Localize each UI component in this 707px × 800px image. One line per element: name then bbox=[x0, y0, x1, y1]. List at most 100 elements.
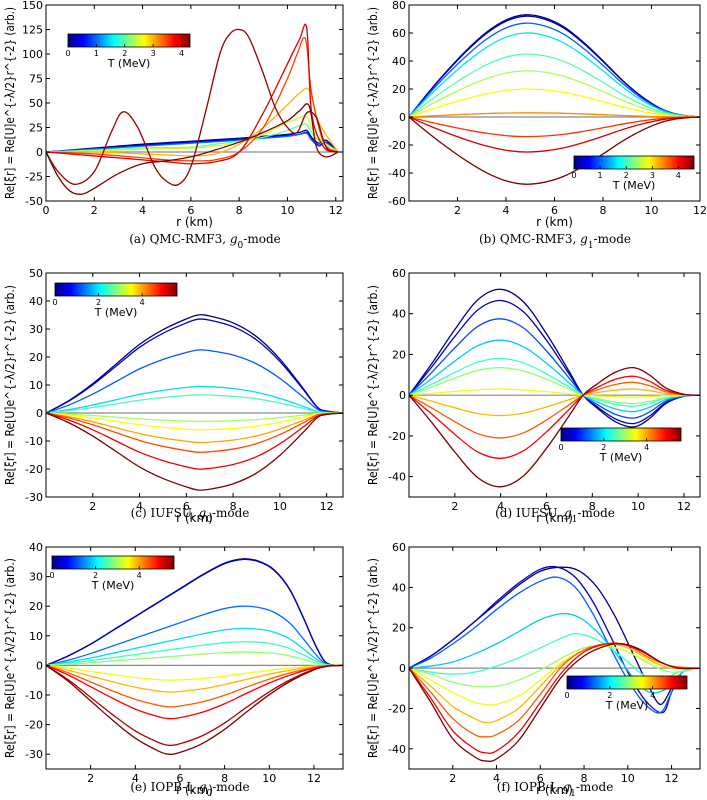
panel-e-xtick-label: 10 bbox=[262, 772, 276, 785]
panel-d-xtick-label: 2 bbox=[451, 500, 458, 513]
panel-f-caption-subscript: 1 bbox=[570, 789, 576, 799]
panel-e-xtick-label: 8 bbox=[221, 772, 228, 785]
panel-e-ytick-label: 10 bbox=[29, 630, 43, 643]
panel-b-xtick-label: 2 bbox=[454, 204, 461, 217]
panel-c-caption-suffix: -mode bbox=[212, 506, 249, 520]
panel-e-ytick-label: 40 bbox=[29, 541, 43, 554]
panel-d-colorbar-label: T (MeV) bbox=[599, 451, 643, 464]
panel-f-curves bbox=[409, 565, 700, 762]
panel-e-ytick-label: -20 bbox=[25, 719, 43, 732]
panel-c-colorbar-label: T (MeV) bbox=[94, 306, 138, 319]
panel-b-ytick-label: 20 bbox=[392, 83, 406, 96]
panel-c-caption-text: (c) IUFSU, bbox=[131, 506, 199, 520]
panel-e-colorbar-tick-label: 0 bbox=[49, 571, 54, 580]
panel-c-xtick-label: 10 bbox=[273, 500, 287, 513]
panel-d-xtick-label: 12 bbox=[677, 500, 691, 513]
panel-d-xtick-label: 6 bbox=[543, 500, 550, 513]
panel-b-ytick-label: 0 bbox=[399, 111, 406, 124]
panel-e-ytick-label: 20 bbox=[29, 600, 43, 613]
panel-b-xtick-label: 10 bbox=[645, 204, 659, 217]
panel-d-ylabel: Re[ξr] = Re[U]e^{-λ/2}r^{-2} (arb.) bbox=[366, 285, 380, 485]
panel-f-colorbar-tick-label: 4 bbox=[650, 691, 655, 700]
panel-c-colorbar-tick-label: 0 bbox=[52, 298, 57, 307]
panel-e-xtick-label: 6 bbox=[176, 772, 183, 785]
panel-d-series-T1.1 bbox=[409, 318, 700, 419]
panel-c-series-T5.6 bbox=[46, 412, 343, 491]
panel-f-series-T3.9 bbox=[409, 643, 700, 724]
panel-e-series-T3.9 bbox=[46, 664, 343, 693]
panel-e-xlabel: r (km) bbox=[176, 783, 213, 797]
panel-b-series-T0.3 bbox=[409, 15, 700, 118]
panel-f-ytick-label: -40 bbox=[388, 743, 406, 756]
panel-a-colorbar-tick-label: 4 bbox=[179, 49, 184, 58]
panel-f-caption-text: (f) IOPB-I, bbox=[497, 780, 563, 794]
panel-a-caption-text: (a) QMC-RMF3, bbox=[129, 232, 230, 246]
panel-d-colorbar-tick-label: 4 bbox=[644, 443, 649, 452]
panel-a-ytick-label: 75 bbox=[29, 73, 43, 86]
panel-c-series-T1.9 bbox=[46, 385, 343, 414]
panel-e-xtick-label: 2 bbox=[87, 772, 94, 785]
panel-a-colorbar-bar bbox=[67, 33, 191, 48]
panel-b-colorbar-label: T (MeV) bbox=[612, 179, 656, 192]
panel-b-caption-mode: g bbox=[580, 232, 588, 246]
panel-f-axes-frame bbox=[408, 546, 701, 770]
panel-b-caption: (b) QMC-RMF3, g1-mode bbox=[479, 232, 631, 251]
panel-f-series-T0.4 bbox=[409, 565, 700, 714]
panel-e-colorbar-label: T (MeV) bbox=[91, 579, 135, 592]
panel-d-ytick-label: -20 bbox=[388, 430, 406, 443]
panel-e-series-T1.9 bbox=[46, 627, 343, 667]
panel-c-ytick-label: 0 bbox=[36, 407, 43, 420]
panel-f-caption-mode: g bbox=[562, 780, 570, 794]
panel-e-caption-suffix: -mode bbox=[212, 780, 249, 794]
panel-c-series-T2.5 bbox=[46, 394, 343, 414]
panel-f-series-T2.4 bbox=[409, 633, 700, 681]
panel-a-xtick-label: 2 bbox=[91, 204, 98, 217]
panel-d-series-T5.6 bbox=[409, 366, 700, 488]
panel-c-ylabel: Re[ξr] = Re[U]e^{-λ/2}r^{-2} (arb.) bbox=[3, 285, 17, 485]
panel-b-colorbar-tick-label: 0 bbox=[571, 171, 576, 180]
panel-a-ytick-label: -50 bbox=[25, 195, 43, 208]
panel-c-series-T4 bbox=[46, 412, 343, 444]
panel-e-colorbar-bar bbox=[51, 555, 175, 570]
panel-a-xtick-label: 6 bbox=[187, 204, 194, 217]
panel-d-xlabel: r (km) bbox=[536, 511, 573, 525]
panel-d-colorbar-bar bbox=[560, 427, 682, 442]
panel-c-ytick-label: 10 bbox=[29, 379, 43, 392]
panel-b-xtick-label: 6 bbox=[551, 204, 558, 217]
panel-e-ytick-label: 0 bbox=[36, 659, 43, 672]
panel-d-caption-subscript: 1 bbox=[572, 515, 578, 525]
panel-a-colorbar-tick-label: 2 bbox=[122, 49, 127, 58]
panel-b-colorbar-tick-label: 4 bbox=[676, 171, 681, 180]
panel-a-colorbar: 0 1 2 3 4 T (MeV) bbox=[65, 33, 191, 70]
panel-e-series-T2.9 bbox=[46, 651, 343, 667]
panel-e-series-T2.4 bbox=[46, 641, 343, 667]
panel-a-xlabel: r (km) bbox=[176, 215, 213, 229]
panel-f-series-T2.9 bbox=[409, 644, 700, 688]
panel-d-series-T3.4 bbox=[409, 388, 700, 398]
panel-c-series-T0 bbox=[46, 314, 343, 414]
panel-e-series-T4.9 bbox=[46, 664, 343, 720]
panel-b-curves bbox=[409, 14, 700, 185]
panel-b-series-T2.9 bbox=[409, 88, 700, 118]
panel-f-xtick-label: 4 bbox=[493, 772, 500, 785]
panel-c-colorbar-tick-label: 2 bbox=[96, 298, 101, 307]
panel-d-ytick-label: -40 bbox=[388, 471, 406, 484]
panel-a-series-T3.5 bbox=[46, 37, 339, 162]
panel-e-caption-text: (e) IOPB-I, bbox=[130, 780, 198, 794]
panel-b-series-T3.4 bbox=[409, 112, 700, 118]
panel-a-caption: (a) QMC-RMF3, g0-mode bbox=[129, 232, 280, 251]
panel-b-xlabel: r (km) bbox=[536, 215, 573, 229]
panel-a-ytick-label: 50 bbox=[29, 97, 43, 110]
panel-e-series-T1.3 bbox=[46, 605, 343, 667]
panel-e-series-T5.6 bbox=[46, 664, 343, 755]
panel-d-ytick-label: 40 bbox=[392, 308, 406, 321]
panel-d-ytick-label: 0 bbox=[399, 389, 406, 402]
panel-c-colorbar-tick-label: 4 bbox=[140, 298, 145, 307]
panel-b-series-T4.6 bbox=[409, 116, 700, 185]
